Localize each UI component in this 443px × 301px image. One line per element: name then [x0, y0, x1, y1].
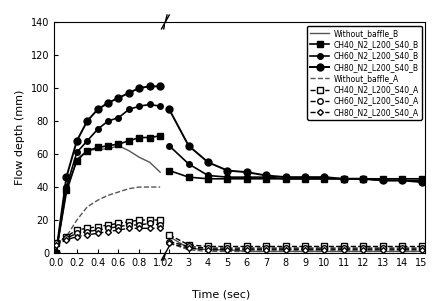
Line: Without_baffle_B: Without_baffle_B [56, 146, 160, 253]
CH60_N2_L200_S40_A [85, 230, 90, 233]
CH40_N2_L200_S40_A [64, 235, 69, 238]
Legend: Without_baffle_B, CH40_N2_L200_S40_B, CH60_N2_L200_S40_B, CH80_N2_L200_S40_B, Wi: Without_baffle_B, CH40_N2_L200_S40_B, CH… [307, 26, 422, 120]
Without_baffle_A [105, 194, 111, 197]
Without_baffle_B [147, 160, 152, 164]
CH40_N2_L200_S40_B [147, 136, 152, 139]
CH60_N2_L200_S40_B [105, 119, 111, 123]
CH80_N2_L200_S40_B [64, 175, 69, 179]
Without_baffle_A [126, 187, 132, 191]
CH80_N2_L200_S40_B [116, 96, 121, 100]
CH80_N2_L200_S40_A [95, 231, 100, 235]
CH60_N2_L200_S40_B [116, 116, 121, 119]
CH60_N2_L200_S40_A [158, 223, 163, 227]
Text: Time (sec): Time (sec) [192, 290, 251, 300]
CH60_N2_L200_S40_B [95, 127, 100, 131]
CH60_N2_L200_S40_B [74, 150, 79, 154]
CH40_N2_L200_S40_B [74, 159, 79, 163]
CH40_N2_L200_S40_B [136, 136, 142, 139]
CH40_N2_L200_S40_A [95, 225, 100, 228]
Without_baffle_B [74, 157, 79, 161]
CH60_N2_L200_S40_A [64, 236, 69, 240]
CH60_N2_L200_S40_B [64, 185, 69, 189]
CH40_N2_L200_S40_B [105, 144, 111, 147]
Without_baffle_B [64, 192, 69, 195]
Without_baffle_B [85, 149, 90, 153]
CH80_N2_L200_S40_B [126, 91, 132, 95]
CH40_N2_L200_S40_A [116, 222, 121, 225]
CH60_N2_L200_S40_A [105, 227, 111, 230]
CH60_N2_L200_S40_A [116, 225, 121, 228]
Line: Without_baffle_A: Without_baffle_A [56, 187, 160, 245]
CH40_N2_L200_S40_A [126, 220, 132, 224]
CH40_N2_L200_S40_A [158, 218, 163, 222]
CH80_N2_L200_S40_A [158, 227, 163, 230]
Without_baffle_B [158, 170, 163, 174]
Line: CH40_N2_L200_S40_B: CH40_N2_L200_S40_B [53, 133, 163, 256]
CH60_N2_L200_S40_A [136, 223, 142, 227]
CH40_N2_L200_S40_A [147, 218, 152, 222]
CH80_N2_L200_S40_B [158, 85, 163, 88]
CH80_N2_L200_S40_B [136, 86, 142, 90]
Without_baffle_A [74, 218, 79, 222]
CH80_N2_L200_S40_A [126, 227, 132, 230]
CH40_N2_L200_S40_B [85, 149, 90, 153]
CH80_N2_L200_S40_B [105, 101, 111, 105]
CH40_N2_L200_S40_A [105, 223, 111, 227]
Without_baffle_A [64, 235, 69, 238]
Line: CH80_N2_L200_S40_A: CH80_N2_L200_S40_A [54, 226, 162, 247]
CH40_N2_L200_S40_B [64, 188, 69, 192]
Line: CH80_N2_L200_S40_B: CH80_N2_L200_S40_B [53, 83, 163, 256]
CH80_N2_L200_S40_A [85, 233, 90, 237]
CH80_N2_L200_S40_B [95, 108, 100, 111]
CH80_N2_L200_S40_B [74, 139, 79, 143]
Without_baffle_B [136, 156, 142, 159]
CH60_N2_L200_S40_B [53, 251, 58, 255]
CH80_N2_L200_S40_B [85, 119, 90, 123]
CH60_N2_L200_S40_A [74, 231, 79, 235]
CH60_N2_L200_S40_B [158, 104, 163, 108]
Without_baffle_B [105, 147, 111, 151]
CH80_N2_L200_S40_A [147, 227, 152, 230]
CH60_N2_L200_S40_B [85, 139, 90, 143]
CH40_N2_L200_S40_A [136, 218, 142, 222]
Without_baffle_A [85, 205, 90, 209]
CH40_N2_L200_S40_B [158, 134, 163, 138]
CH80_N2_L200_S40_A [53, 243, 58, 247]
CH80_N2_L200_S40_B [147, 85, 152, 88]
CH40_N2_L200_S40_B [95, 146, 100, 149]
CH40_N2_L200_S40_B [116, 142, 121, 146]
CH80_N2_L200_S40_A [74, 235, 79, 238]
CH80_N2_L200_S40_A [64, 238, 69, 242]
CH80_N2_L200_S40_A [136, 227, 142, 230]
Without_baffle_B [53, 251, 58, 255]
CH40_N2_L200_S40_B [126, 139, 132, 143]
Without_baffle_A [53, 243, 58, 247]
CH40_N2_L200_S40_A [53, 241, 58, 245]
Without_baffle_A [158, 185, 163, 189]
CH80_N2_L200_S40_A [105, 230, 111, 233]
Y-axis label: Flow depth (mm): Flow depth (mm) [15, 90, 25, 185]
CH60_N2_L200_S40_B [126, 108, 132, 111]
CH40_N2_L200_S40_A [74, 228, 79, 232]
Without_baffle_B [95, 147, 100, 151]
CH80_N2_L200_S40_A [116, 228, 121, 232]
Line: CH60_N2_L200_S40_A: CH60_N2_L200_S40_A [53, 221, 163, 246]
CH60_N2_L200_S40_A [95, 228, 100, 232]
CH60_N2_L200_S40_B [136, 104, 142, 108]
Line: CH40_N2_L200_S40_A: CH40_N2_L200_S40_A [53, 217, 163, 246]
CH60_N2_L200_S40_B [147, 103, 152, 106]
Line: CH60_N2_L200_S40_B: CH60_N2_L200_S40_B [53, 102, 163, 256]
Without_baffle_B [116, 144, 121, 147]
Without_baffle_A [95, 198, 100, 202]
CH60_N2_L200_S40_A [53, 241, 58, 245]
Without_baffle_A [147, 185, 152, 189]
CH60_N2_L200_S40_A [147, 222, 152, 225]
Without_baffle_A [116, 190, 121, 194]
Without_baffle_A [136, 185, 142, 189]
CH60_N2_L200_S40_A [126, 223, 132, 227]
CH40_N2_L200_S40_A [85, 227, 90, 230]
CH40_N2_L200_S40_B [53, 251, 58, 255]
CH80_N2_L200_S40_B [53, 251, 58, 255]
Without_baffle_B [126, 149, 132, 153]
